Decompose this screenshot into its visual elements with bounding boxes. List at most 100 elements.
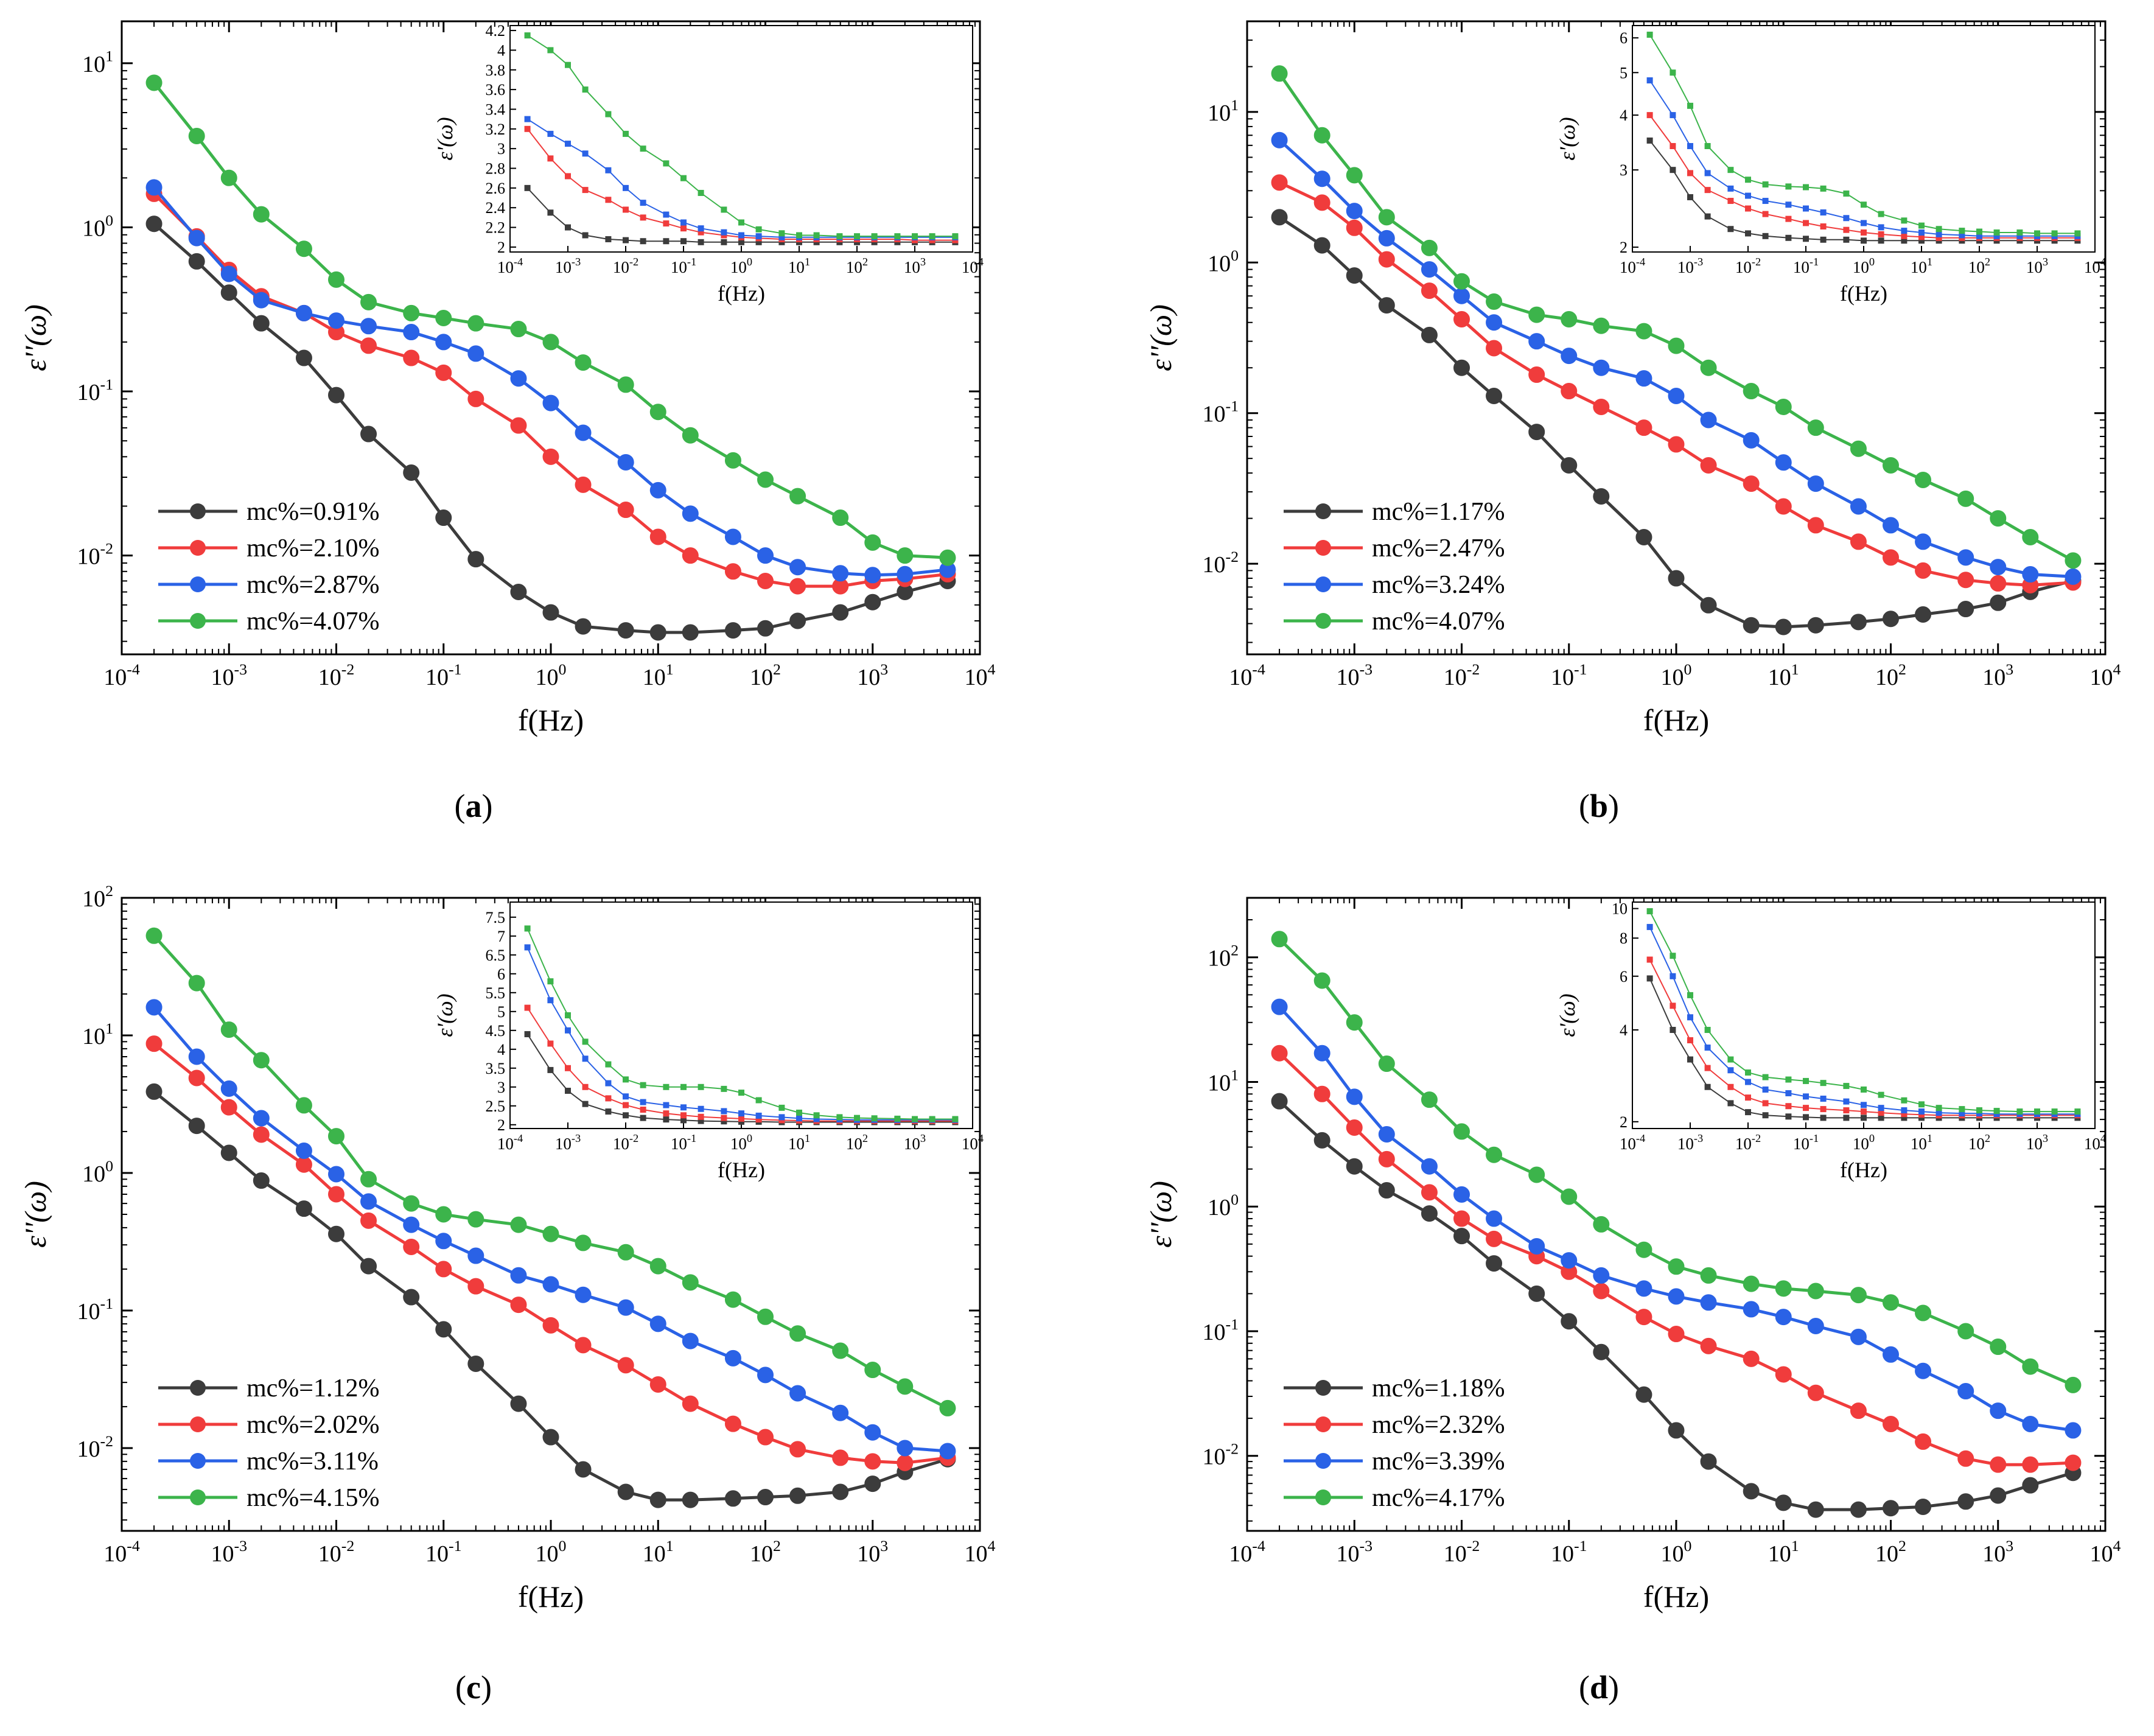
inset-data-point-red: [755, 1116, 762, 1123]
data-point-green: [939, 549, 956, 566]
y-tick-label-exp: 0: [1231, 1191, 1239, 1208]
inset-data-point-blue: [755, 233, 762, 240]
data-point-blue: [617, 453, 634, 471]
inset-x-tick-label-exp: 4: [978, 1132, 984, 1144]
inset-data-point-blue: [605, 167, 612, 173]
inset-data-point-blue: [547, 130, 554, 137]
inset-y-tick-label: 3.8: [486, 61, 506, 79]
data-point-green: [1915, 471, 1932, 488]
data-point-blue: [832, 565, 849, 582]
data-point-black: [1957, 1493, 1974, 1510]
y-tick-label-base: 10: [77, 380, 100, 405]
data-point-black: [575, 1461, 592, 1478]
legend-label: mc%=3.39%: [1372, 1447, 1505, 1475]
legend-label: mc%=4.17%: [1372, 1484, 1505, 1512]
inset-data-point-red: [1918, 234, 1925, 240]
data-point-green: [1486, 293, 1503, 310]
inset-data-point-black: [1861, 1115, 1867, 1121]
y-tick-label-exp: -1: [1225, 397, 1239, 415]
data-point-blue: [724, 1349, 741, 1367]
data-point-red: [1850, 1402, 1867, 1419]
y-tick-label: 101: [82, 47, 113, 77]
inset-y-axis-label: ε'(ω): [433, 993, 457, 1037]
y-tick-label-base: 10: [1202, 552, 1225, 578]
inset-y-axis-label: ε'(ω): [1555, 117, 1579, 160]
x-tick-label-exp: 4: [988, 660, 996, 678]
inset-data-point-red: [524, 125, 531, 132]
legend-label: mc%=2.47%: [1372, 534, 1505, 562]
data-point-red: [724, 1415, 741, 1432]
inset-x-tick-label-exp: -4: [1636, 1132, 1645, 1144]
inset-x-tick-label-exp: 2: [1985, 256, 1990, 268]
inset-data-point-blue: [813, 1116, 820, 1122]
inset-data-point-red: [1670, 142, 1676, 149]
data-point-blue: [1883, 517, 1899, 534]
data-point-red: [1700, 1337, 1717, 1354]
inset-x-tick-label-exp: -2: [629, 1132, 638, 1144]
y-tick-label: 10-2: [1202, 548, 1239, 578]
inset-data-point-blue: [524, 944, 531, 951]
inset-data-point-red: [680, 1112, 687, 1119]
x-tick-label: 100: [536, 1537, 567, 1567]
inset-data-point-green: [1727, 167, 1734, 173]
data-point-red: [467, 1278, 484, 1295]
data-point-red: [1883, 549, 1899, 566]
inset-x-tick-label-exp: -3: [1694, 256, 1703, 268]
inset-data-point-red: [547, 155, 554, 162]
data-point-blue: [1528, 1237, 1545, 1255]
y-tick-label-base: 10: [1208, 251, 1231, 276]
inset-frame: [1632, 25, 2096, 253]
inset-data-point-green: [2074, 1108, 2081, 1115]
data-point-blue: [1313, 1045, 1331, 1062]
inset-x-tick-label: 101: [788, 1132, 810, 1153]
data-point-blue: [220, 265, 237, 282]
data-point-black: [1313, 237, 1331, 254]
inset-data-point-blue: [1976, 233, 1982, 239]
inset-x-tick-label-base: 10: [1911, 1135, 1927, 1153]
inset-data-point-black: [1878, 237, 1884, 244]
inset-data-point-red: [565, 1065, 571, 1071]
panel-label-a: (a): [455, 788, 493, 824]
x-tick-label-exp: 4: [988, 1537, 996, 1555]
inset-data-point-blue: [1745, 1079, 1751, 1085]
inset-y-tick-label: 5.5: [486, 984, 506, 1002]
legend-marker-blue: [1315, 576, 1331, 592]
x-tick-label: 10-2: [1444, 660, 1480, 690]
data-point-green: [1453, 1123, 1470, 1140]
inset-data-point-black: [1820, 1115, 1827, 1121]
data-point-red: [1990, 575, 2007, 592]
inset-x-tick-label-base: 10: [846, 258, 862, 276]
data-point-blue: [1421, 261, 1438, 278]
inset-data-point-black: [582, 1101, 589, 1107]
data-point-red: [757, 572, 774, 589]
inset-y-tick-label: 3.6: [486, 81, 506, 99]
data-point-blue: [1990, 559, 2007, 576]
inset-x-tick-label-base: 10: [788, 1135, 805, 1153]
inset-data-point-blue: [1704, 170, 1711, 177]
inset-x-tick-label: 10-2: [1735, 1132, 1761, 1153]
x-axis-label: f(Hz): [518, 703, 584, 737]
data-point-red: [1850, 533, 1867, 550]
x-axis-label: f(Hz): [1643, 703, 1709, 737]
data-point-red: [1593, 1283, 1610, 1300]
inset-data-point-black: [698, 1118, 704, 1124]
data-point-blue: [295, 1143, 312, 1160]
data-point-red: [1378, 251, 1395, 268]
data-point-red: [1561, 383, 1578, 400]
legend-label: mc%=4.07%: [247, 607, 379, 635]
x-tick-label-base: 10: [1229, 665, 1252, 690]
legend-marker-red: [1315, 1416, 1331, 1432]
y-axis-label: ε''(ω): [1144, 304, 1178, 371]
inset-data-point-black: [698, 239, 704, 245]
inset-x-axis-label: f(Hz): [1840, 281, 1887, 306]
inset-data-point-black: [1843, 236, 1850, 243]
inset-data-point-black: [1918, 237, 1925, 244]
inset-data-point-green: [1785, 183, 1792, 190]
inset-data-point-blue: [1646, 77, 1653, 84]
inset-x-tick-label-base: 10: [671, 1135, 687, 1153]
inset-x-tick-label-base: 10: [1793, 1135, 1810, 1153]
inset-x-tick-label: 102: [846, 256, 868, 276]
data-point-black: [649, 624, 666, 641]
inset-data-point-blue: [1935, 1110, 1942, 1116]
data-point-blue: [682, 505, 699, 522]
